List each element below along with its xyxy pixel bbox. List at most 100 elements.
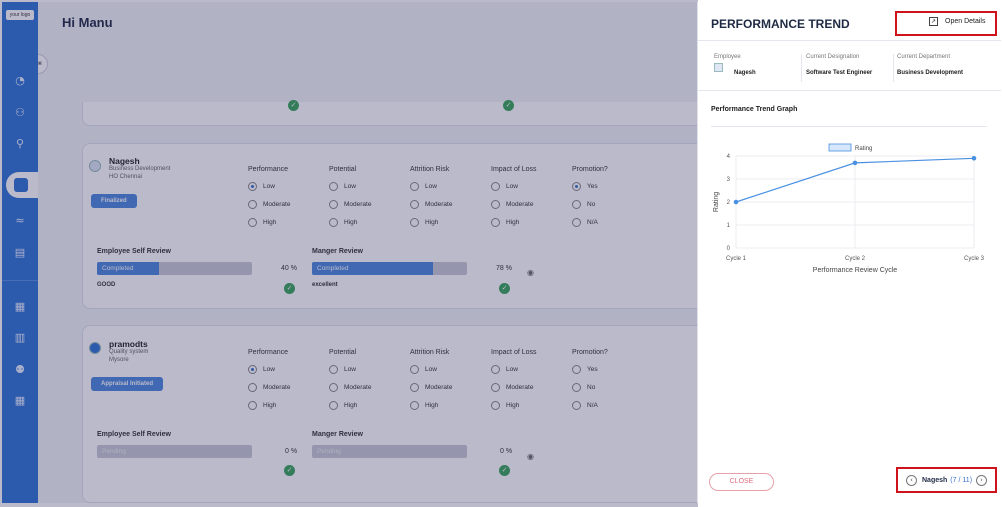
attrition-high-radio[interactable]: High xyxy=(410,401,438,410)
panel-title: PERFORMANCE TREND xyxy=(711,17,850,31)
designation-label: Current Designation xyxy=(806,54,860,60)
col-potential: Potential xyxy=(329,349,357,356)
book-icon[interactable]: ▥ xyxy=(14,331,26,344)
employee-avatar xyxy=(714,63,723,72)
performance-high-radio[interactable]: High xyxy=(248,218,276,227)
employee-department: Business Development xyxy=(109,166,171,172)
x-tick-label: Cycle 2 xyxy=(845,256,866,262)
potential-high-radio[interactable]: High xyxy=(329,401,357,410)
promotion-no-radio[interactable]: No xyxy=(572,200,595,209)
data-point xyxy=(971,156,977,161)
self-review-progress: Pending xyxy=(97,445,252,458)
impact-high-radio[interactable]: High xyxy=(491,218,519,227)
promotion-yes-radio[interactable]: Yes xyxy=(572,182,598,191)
handshake-icon[interactable]: ≈ xyxy=(15,214,25,227)
performance-high-radio[interactable]: High xyxy=(248,401,276,410)
x-axis-label: Performance Review Cycle xyxy=(813,267,898,274)
promotion-no-radio[interactable]: No xyxy=(572,383,595,392)
employee-name: Nagesh xyxy=(109,156,140,166)
promotion-yes-radio[interactable]: Yes xyxy=(572,365,598,374)
impact-moderate-radio[interactable]: Moderate xyxy=(491,200,533,209)
performance-moderate-radio[interactable]: Moderate xyxy=(248,383,290,392)
col-performance: Performance xyxy=(248,166,289,173)
department-value: Business Development xyxy=(897,70,964,76)
impact-high-radio[interactable]: High xyxy=(491,401,519,410)
employee-value: Nagesh xyxy=(734,70,756,76)
impact-moderate-radio[interactable]: Moderate xyxy=(491,383,533,392)
document-icon[interactable]: ▤ xyxy=(14,246,26,259)
employee-location: Mysore xyxy=(109,357,129,363)
promotion-na-radio[interactable]: N/A xyxy=(572,401,598,410)
manager-review-label: Manger Review xyxy=(312,431,363,438)
team-icon[interactable]: ⚇ xyxy=(15,106,25,119)
self-review-progress: Completed xyxy=(97,262,252,275)
users-icon[interactable]: ⚉ xyxy=(15,363,25,376)
potential-moderate-radio[interactable]: Moderate xyxy=(329,200,371,209)
employee-card: Nagesh Business Development HO Chennai F… xyxy=(82,143,698,309)
col-impact-of-loss: Impact of Loss xyxy=(491,166,537,173)
attrition-high-radio[interactable]: High xyxy=(410,218,438,227)
designation-value: Software Test Engineer xyxy=(806,70,873,76)
prev-icon[interactable]: ‹ xyxy=(906,475,917,486)
y-tick-label: 2 xyxy=(727,200,731,206)
potential-low-radio[interactable]: Low xyxy=(329,365,356,374)
growth-icon[interactable]: ⚲ xyxy=(15,137,25,150)
attrition-low-radio[interactable]: Low xyxy=(410,182,437,191)
divider xyxy=(711,126,987,127)
y-tick-label: 0 xyxy=(727,246,731,252)
chart-report-icon[interactable]: ▦ xyxy=(14,394,26,407)
potential-moderate-radio[interactable]: Moderate xyxy=(329,383,371,392)
attrition-moderate-radio[interactable]: Moderate xyxy=(410,200,452,209)
data-point xyxy=(852,160,858,166)
employee-department: Quality system xyxy=(109,349,149,355)
manager-review-check-icon: ✓ xyxy=(499,283,510,294)
potential-low-radio[interactable]: Low xyxy=(329,182,356,191)
manager-review-check-icon: ✓ xyxy=(499,465,510,476)
legend-swatch xyxy=(828,143,852,152)
col-potential: Potential xyxy=(329,166,357,173)
next-icon[interactable]: › xyxy=(976,475,988,486)
manager-review-percent: 0 % xyxy=(500,448,513,455)
manager-review-label: Manger Review xyxy=(312,248,363,255)
status-badge: Finalized xyxy=(91,194,137,208)
open-external-icon: ↗ xyxy=(929,17,938,26)
y-tick-label: 4 xyxy=(727,154,731,160)
employee-card-partial: ✓ ✓ xyxy=(82,100,698,126)
view-eye-icon[interactable]: ◉ xyxy=(527,452,534,461)
divider xyxy=(893,54,894,82)
impact-low-radio[interactable]: Low xyxy=(491,182,518,191)
attrition-moderate-radio[interactable]: Moderate xyxy=(410,383,452,392)
greeting-title: Hi Manu xyxy=(62,15,113,30)
appraisal-icon xyxy=(14,178,28,192)
dashboard-icon[interactable]: ◔ xyxy=(15,74,25,87)
pager-count: (7 / 11) xyxy=(950,477,973,484)
manager-review-note: excellent xyxy=(312,282,338,288)
open-details-button[interactable]: ↗ Open Details xyxy=(929,17,986,26)
col-attrition-risk: Attrition Risk xyxy=(410,166,450,173)
company-logo: your logo xyxy=(6,10,34,20)
self-review-percent: 40 % xyxy=(281,265,297,272)
performance-moderate-radio[interactable]: Moderate xyxy=(248,200,290,209)
report-icon[interactable]: ▦ xyxy=(14,300,26,313)
self-review-percent: 0 % xyxy=(285,448,298,455)
x-tick-label: Cycle 3 xyxy=(964,256,985,262)
attrition-low-radio[interactable]: Low xyxy=(410,365,437,374)
col-impact-of-loss: Impact of Loss xyxy=(491,349,537,356)
performance-trend-chart: 0 1 2 3 4 Cycle 1 Cycle 2 Cycle 3 Performance Re… xyxy=(713,143,985,274)
pager-name: Nagesh xyxy=(922,477,948,484)
sidebar: your logo ◔ ⚇ ⚲ ≈ ▤ ▦ ▥ ⚉ ▦ xyxy=(2,2,46,503)
collapse-sidebar-icon[interactable]: ⇥ xyxy=(38,54,48,74)
impact-low-radio[interactable]: Low xyxy=(491,365,518,374)
main-content: Hi Manu ⇥ ✓ ✓ Nagesh Business Developmen… xyxy=(38,2,698,503)
view-eye-icon[interactable]: ◉ xyxy=(527,268,534,277)
performance-low-radio[interactable]: Low xyxy=(248,365,275,374)
avatar xyxy=(89,160,101,172)
self-review-label: Employee Self Review xyxy=(97,431,171,438)
close-button[interactable]: CLOSE xyxy=(709,473,774,491)
performance-low-radio[interactable]: Low xyxy=(248,182,275,191)
highlight-box xyxy=(896,467,997,493)
potential-high-radio[interactable]: High xyxy=(329,218,357,227)
promotion-na-radio[interactable]: N/A xyxy=(572,218,598,227)
manager-review-progress: Completed xyxy=(312,262,467,275)
divider xyxy=(801,54,802,82)
